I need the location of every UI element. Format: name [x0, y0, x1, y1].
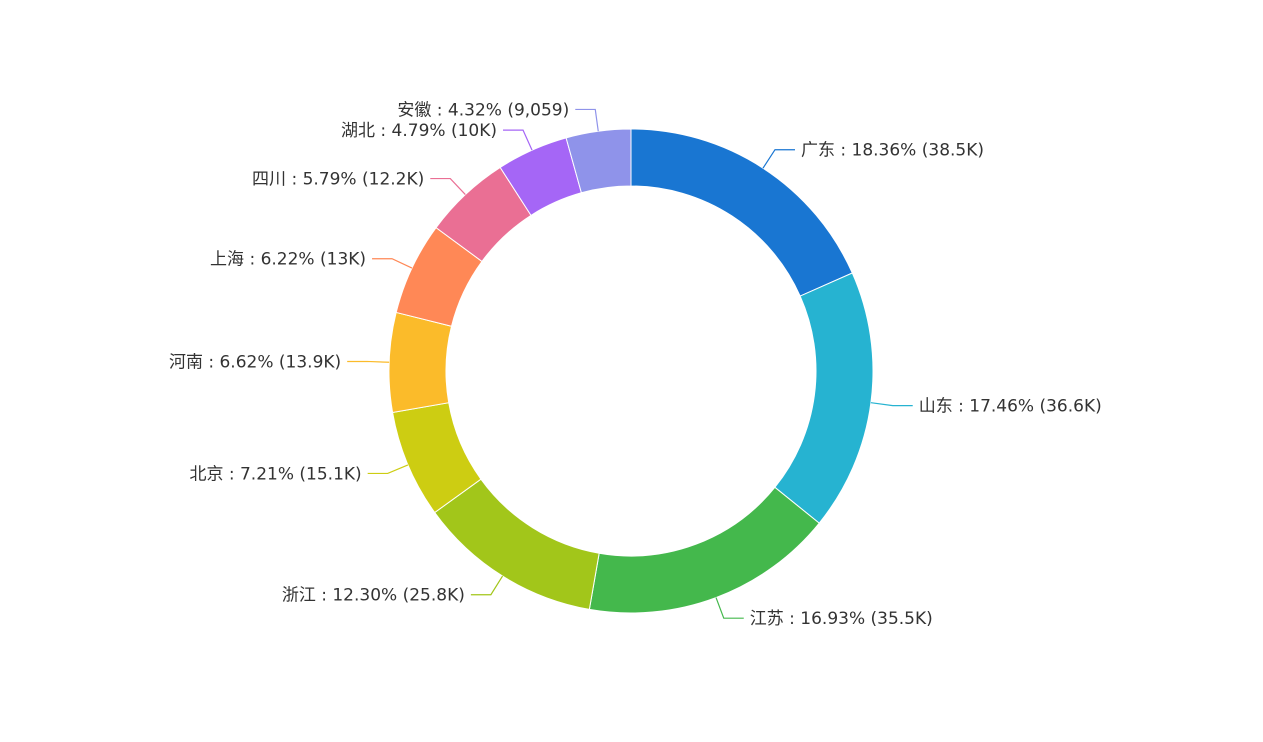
leader-lines-layer — [347, 108, 913, 619]
slice-1[interactable] — [774, 272, 874, 524]
leader-line-3 — [470, 575, 504, 596]
labels-layer: 广东 : 18.36% (38.5K) 山东 : 17.46% (36.6K) 江苏… — [169, 100, 1102, 629]
slice-label-8: 湖北 : 4.79% (10K) — [341, 121, 497, 141]
leader-line-7 — [430, 177, 466, 195]
slice-label-0: 广东 : 18.36% (38.5K) — [801, 141, 984, 161]
leader-line-9 — [575, 108, 599, 132]
leader-line-6 — [372, 258, 413, 269]
leader-line-1 — [870, 402, 913, 407]
slices-layer — [388, 128, 874, 614]
slice-label-4: 北京 : 7.21% (15.1K) — [189, 464, 361, 484]
slice-2[interactable] — [588, 486, 820, 614]
slice-9[interactable] — [565, 128, 632, 194]
leader-line-0 — [762, 149, 795, 169]
leader-line-2 — [715, 597, 744, 619]
slice-label-7: 四川 : 5.79% (12.2K) — [252, 170, 424, 190]
slice-label-2: 江苏 : 16.93% (35.5K) — [750, 609, 933, 629]
leader-line-5 — [347, 360, 390, 363]
slice-label-5: 河南 : 6.62% (13.9K) — [169, 352, 341, 372]
slice-label-6: 上海 : 6.22% (13K) — [210, 250, 366, 270]
leader-line-8 — [503, 129, 533, 151]
slice-label-1: 山东 : 17.46% (36.6K) — [919, 397, 1102, 417]
slice-label-3: 浙江 : 12.30% (25.8K) — [282, 586, 465, 606]
slice-5[interactable] — [388, 311, 453, 414]
slice-label-9: 安徽 : 4.32% (9,059) — [397, 100, 569, 120]
leader-line-4 — [367, 464, 409, 475]
